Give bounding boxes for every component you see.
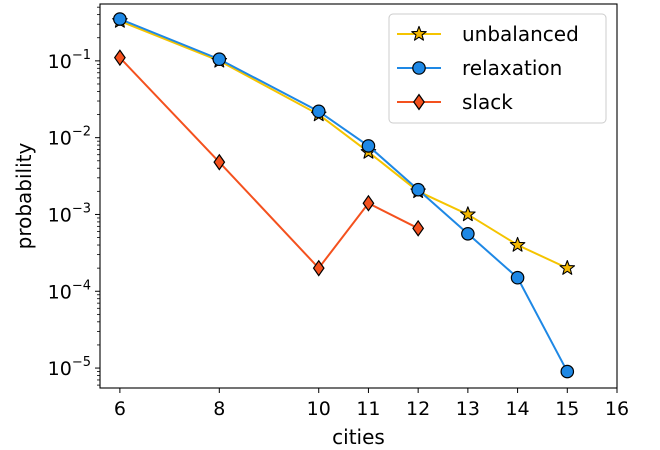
data-point-relaxation: [212, 52, 227, 67]
plot-frame: [99, 3, 618, 389]
axes-layer: 6 8 10 11 12 13 14 15 16 10−5 10−4 10−3 10−2 10−1 citi…: [12, 3, 629, 449]
y-tick-label: 10−1: [48, 48, 91, 73]
data-point-slack: [312, 259, 325, 277]
data-point-unbalanced: [509, 236, 526, 252]
legend-label: relaxation: [462, 56, 562, 80]
series-line-relaxation: [119, 18, 569, 373]
legend-box: [388, 13, 607, 124]
x-tick-label: 6: [114, 398, 126, 420]
series-relaxation: [113, 12, 575, 379]
data-point-slack: [412, 219, 425, 237]
legend-item-unbalanced: unbalanced: [397, 22, 579, 46]
x-tick-label: 11: [356, 398, 380, 420]
data-point-slack: [213, 153, 226, 171]
x-axis-label: cities: [332, 425, 385, 449]
y-tick-label: 10−4: [48, 278, 91, 303]
data-point-unbalanced: [460, 206, 476, 222]
x-tick-label: 8: [213, 398, 225, 420]
legend-label: slack: [462, 90, 513, 114]
legend: unbalanced relaxation slack: [388, 13, 607, 124]
series-line-slack: [119, 56, 419, 270]
data-point-relaxation: [411, 182, 425, 197]
x-tick-label: 10: [307, 398, 331, 420]
data-point-relaxation: [311, 104, 326, 119]
series-layer: [112, 12, 576, 379]
x-tick-label: 14: [505, 398, 529, 420]
x-tick-label: 12: [406, 398, 430, 420]
y-tick-label: 10−2: [48, 125, 91, 150]
data-point-relaxation: [461, 226, 475, 241]
legend-item-relaxation: relaxation: [397, 56, 562, 80]
y-tick-label: 10−5: [48, 355, 91, 380]
data-point-unbalanced: [559, 259, 576, 275]
legend-label: unbalanced: [462, 22, 579, 46]
data-point-relaxation: [560, 364, 575, 379]
y-tick-label: 10−3: [48, 201, 91, 226]
legend-marker: [413, 93, 425, 111]
legend-marker: [411, 25, 427, 41]
x-tick-label: 15: [555, 398, 579, 420]
legend-item-slack: slack: [397, 90, 513, 114]
series-line-unbalanced: [119, 20, 568, 270]
data-point-relaxation: [113, 12, 127, 26]
data-point-relaxation: [510, 270, 525, 285]
legend-marker: [412, 61, 426, 75]
data-point-slack: [362, 194, 375, 212]
y-axis-label: probability: [12, 142, 36, 249]
x-tick-label: 13: [456, 398, 480, 420]
series-slack: [113, 49, 425, 277]
x-tick-label: 16: [605, 398, 629, 420]
data-point-relaxation: [361, 139, 376, 153]
data-point-slack: [113, 49, 126, 67]
